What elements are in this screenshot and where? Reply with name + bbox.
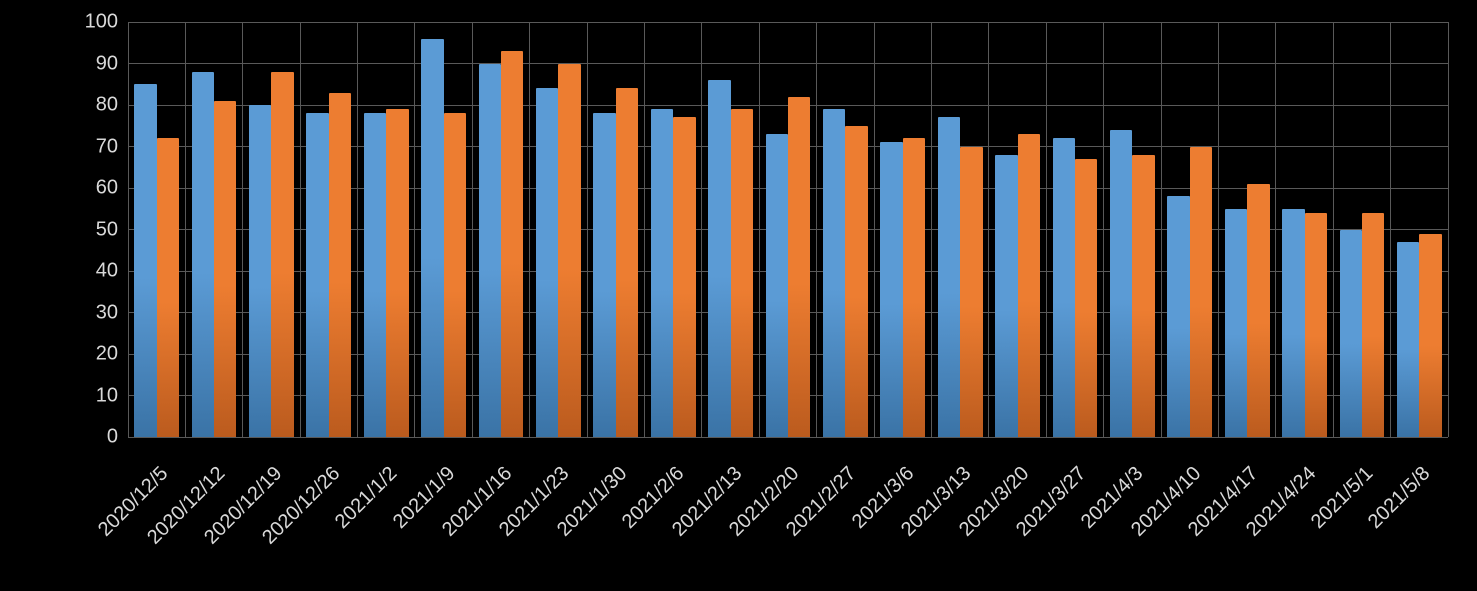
bar-series1 (766, 134, 788, 437)
bar-series2 (1419, 234, 1441, 437)
x-gridline (414, 22, 415, 437)
x-gridline (644, 22, 645, 437)
x-gridline (1333, 22, 1334, 437)
bar-series2 (386, 109, 408, 437)
x-gridline (128, 22, 129, 437)
x-gridline (300, 22, 301, 437)
y-tick-label: 0 (107, 426, 118, 449)
bar-series1 (1397, 242, 1419, 437)
bar-series2 (1362, 213, 1384, 437)
x-gridline (816, 22, 817, 437)
bar-series2 (731, 109, 753, 437)
bar-series2 (1132, 155, 1154, 437)
y-tick-label: 90 (96, 52, 118, 75)
y-tick-label: 100 (85, 11, 118, 34)
bar-series2 (788, 97, 810, 437)
bar-series1 (249, 105, 271, 437)
bar-series1 (134, 84, 156, 437)
x-gridline (931, 22, 932, 437)
bar-series2 (157, 138, 179, 437)
bar-series2 (845, 126, 867, 437)
bar-series1 (880, 142, 902, 437)
bar-chart: 01020304050607080901002020/12/52020/12/1… (0, 0, 1477, 591)
x-gridline (529, 22, 530, 437)
x-gridline (357, 22, 358, 437)
bar-series1 (995, 155, 1017, 437)
bar-series2 (1247, 184, 1269, 437)
bar-series2 (501, 51, 523, 437)
x-gridline (1103, 22, 1104, 437)
x-gridline (1390, 22, 1391, 437)
bar-series2 (444, 113, 466, 437)
bar-series1 (306, 113, 328, 437)
y-tick-label: 30 (96, 301, 118, 324)
bar-series2 (329, 93, 351, 437)
bar-series1 (938, 117, 960, 437)
bar-series1 (1053, 138, 1075, 437)
bar-series2 (214, 101, 236, 437)
bar-series1 (1167, 196, 1189, 437)
bar-series1 (708, 80, 730, 437)
x-tick-label: 2021/1/2 (331, 462, 402, 533)
bar-series1 (1110, 130, 1132, 437)
y-gridline (128, 63, 1448, 64)
x-gridline (1218, 22, 1219, 437)
bar-series1 (536, 88, 558, 437)
bar-series1 (1340, 230, 1362, 438)
bar-series2 (1190, 147, 1212, 438)
bar-series1 (421, 39, 443, 437)
bar-series2 (1018, 134, 1040, 437)
bar-series1 (192, 72, 214, 437)
x-gridline (242, 22, 243, 437)
x-gridline (874, 22, 875, 437)
bar-series2 (1305, 213, 1327, 437)
bar-series2 (960, 147, 982, 438)
x-gridline (587, 22, 588, 437)
x-gridline (1448, 22, 1449, 437)
y-tick-label: 40 (96, 260, 118, 283)
y-tick-label: 80 (96, 94, 118, 117)
bar-series2 (903, 138, 925, 437)
y-tick-label: 60 (96, 177, 118, 200)
x-gridline (988, 22, 989, 437)
y-gridline (128, 22, 1448, 23)
x-gridline (1275, 22, 1276, 437)
y-tick-label: 20 (96, 343, 118, 366)
bar-series2 (271, 72, 293, 437)
bar-series2 (1075, 159, 1097, 437)
x-gridline (1046, 22, 1047, 437)
plot-area (128, 22, 1448, 437)
x-tick-label: 2021/5/8 (1364, 462, 1435, 533)
x-gridline (185, 22, 186, 437)
bar-series2 (616, 88, 638, 437)
y-tick-label: 10 (96, 384, 118, 407)
x-tick-label: 2021/5/1 (1307, 462, 1378, 533)
bar-series2 (673, 117, 695, 437)
bar-series1 (479, 64, 501, 438)
x-gridline (759, 22, 760, 437)
x-gridline (701, 22, 702, 437)
bar-series1 (1225, 209, 1247, 437)
bar-series2 (558, 64, 580, 438)
x-gridline (1161, 22, 1162, 437)
bar-series1 (823, 109, 845, 437)
y-tick-label: 50 (96, 218, 118, 241)
bar-series1 (1282, 209, 1304, 437)
bar-series1 (593, 113, 615, 437)
bar-series1 (364, 113, 386, 437)
y-tick-label: 70 (96, 135, 118, 158)
x-gridline (472, 22, 473, 437)
bar-series1 (651, 109, 673, 437)
